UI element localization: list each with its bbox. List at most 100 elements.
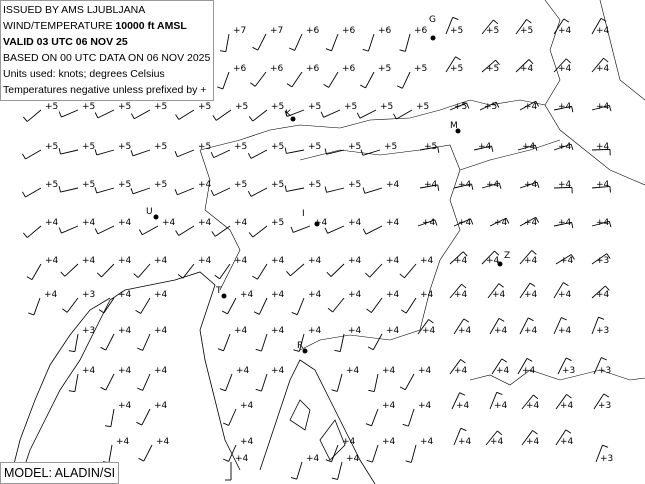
wind-barb [217, 333, 231, 352]
temperature-label: +4 [596, 218, 610, 228]
wind-barb [591, 220, 612, 228]
wind-barb [324, 148, 345, 155]
temperature-label: +4 [314, 218, 328, 228]
temperature-label: +6 [378, 26, 392, 36]
temperature-label: +4 [522, 366, 536, 376]
wind-barb [453, 218, 474, 227]
temperature-label: +4 [526, 437, 540, 447]
wind-barb [212, 109, 232, 121]
temperature-label: +4 [524, 290, 538, 300]
wind-barb [449, 283, 467, 299]
wind-barb [58, 148, 79, 155]
wind-barb [223, 444, 237, 462]
temperature-label: +6 [306, 26, 320, 36]
temperature-label: +4 [44, 290, 58, 300]
wind-barb [591, 316, 605, 335]
wind-barb [453, 427, 467, 446]
temperature-label: +3 [598, 366, 611, 376]
wind-barb [399, 373, 415, 391]
temperature-label: +4 [386, 180, 400, 190]
wind-barb [399, 263, 417, 279]
temperature-label: +4 [422, 326, 436, 336]
temperature-label: +4 [454, 366, 468, 376]
wind-barb [519, 282, 536, 299]
wind-barb [515, 59, 534, 73]
wind-barb [553, 105, 574, 113]
temperature-label: +3 [82, 290, 95, 300]
city-dot [290, 116, 296, 122]
wind-barb [138, 444, 153, 462]
wind-barb [553, 282, 569, 299]
wind-barb [521, 430, 538, 446]
temperature-label: +4 [271, 256, 285, 266]
temperature-label: +4 [386, 326, 400, 336]
wind-barb [445, 16, 459, 35]
wind-barb [445, 56, 461, 73]
wind-barb [219, 33, 230, 53]
temperature-label: +4 [308, 290, 322, 300]
wind-barb [555, 394, 572, 410]
temperature-label: +4 [522, 142, 536, 152]
model-label: MODEL: ALADIN/SI [0, 462, 120, 484]
temperature-label: +4 [236, 366, 250, 376]
wind-barb [210, 187, 231, 197]
temperature-label: +5 [45, 180, 58, 190]
temperature-label: +4 [118, 326, 132, 336]
wind-barb [593, 357, 607, 375]
wind-barb [23, 109, 42, 122]
wind-barb [449, 102, 470, 111]
temperature-label: +4 [524, 326, 538, 336]
wind-barb [323, 71, 339, 88]
wind-barb [485, 430, 503, 446]
wind-barb [553, 221, 574, 229]
wind-barb [62, 297, 79, 313]
wind-barb [557, 357, 572, 375]
temperature-label: +5 [118, 102, 131, 112]
temperature-label: +6 [342, 64, 356, 74]
wind-barb [595, 444, 609, 463]
temperature-label: +4 [596, 142, 610, 152]
temperature-label: +4 [234, 218, 248, 228]
wind-barb [519, 250, 537, 265]
valid-time-text: VALID 03 UTC 06 NOV 25 [3, 36, 128, 48]
temperature-label: +4 [45, 256, 59, 266]
temperature-label: +4 [558, 102, 572, 112]
temperature-label: +5 [416, 102, 429, 112]
temperature-label: +4 [454, 256, 468, 266]
temperature-note: Temperatures negative unless prefixed by… [3, 84, 207, 96]
temperature-label: +4 [420, 290, 434, 300]
wind-barb [362, 187, 383, 194]
wind-barb [130, 109, 151, 120]
city-dot [497, 261, 503, 267]
wind-barb [130, 149, 151, 157]
wind-barb [247, 187, 268, 197]
city-dot [455, 128, 461, 134]
temperature-label: +5 [118, 142, 131, 152]
temperature-label: +4 [560, 256, 574, 266]
city-label: K [285, 109, 292, 119]
city-t: T [215, 286, 227, 299]
wind-barb [58, 109, 79, 118]
wind-barb [481, 250, 500, 265]
wind-barb [175, 225, 195, 236]
temperature-label: +4 [418, 366, 432, 376]
wind-barb [419, 146, 440, 153]
temperature-label: +4 [118, 290, 132, 300]
city-r: R [297, 341, 308, 354]
temperature-label: +5 [154, 102, 167, 112]
temperature-label: +4 [524, 256, 538, 266]
temperature-label: +4 [596, 180, 610, 190]
temperature-label: +4 [420, 437, 434, 447]
temperature-label: +4 [306, 454, 320, 464]
wind-barb [519, 216, 540, 227]
temperature-label: +4 [418, 401, 432, 411]
wind-barb [225, 462, 232, 481]
wind-barb [327, 297, 345, 313]
wind-barb [252, 33, 267, 51]
city-g: G [429, 15, 436, 41]
temperature-label: +5 [271, 102, 284, 112]
temperature-label: +4 [558, 290, 572, 300]
wind-barb [130, 187, 151, 195]
wind-barb [174, 187, 195, 196]
